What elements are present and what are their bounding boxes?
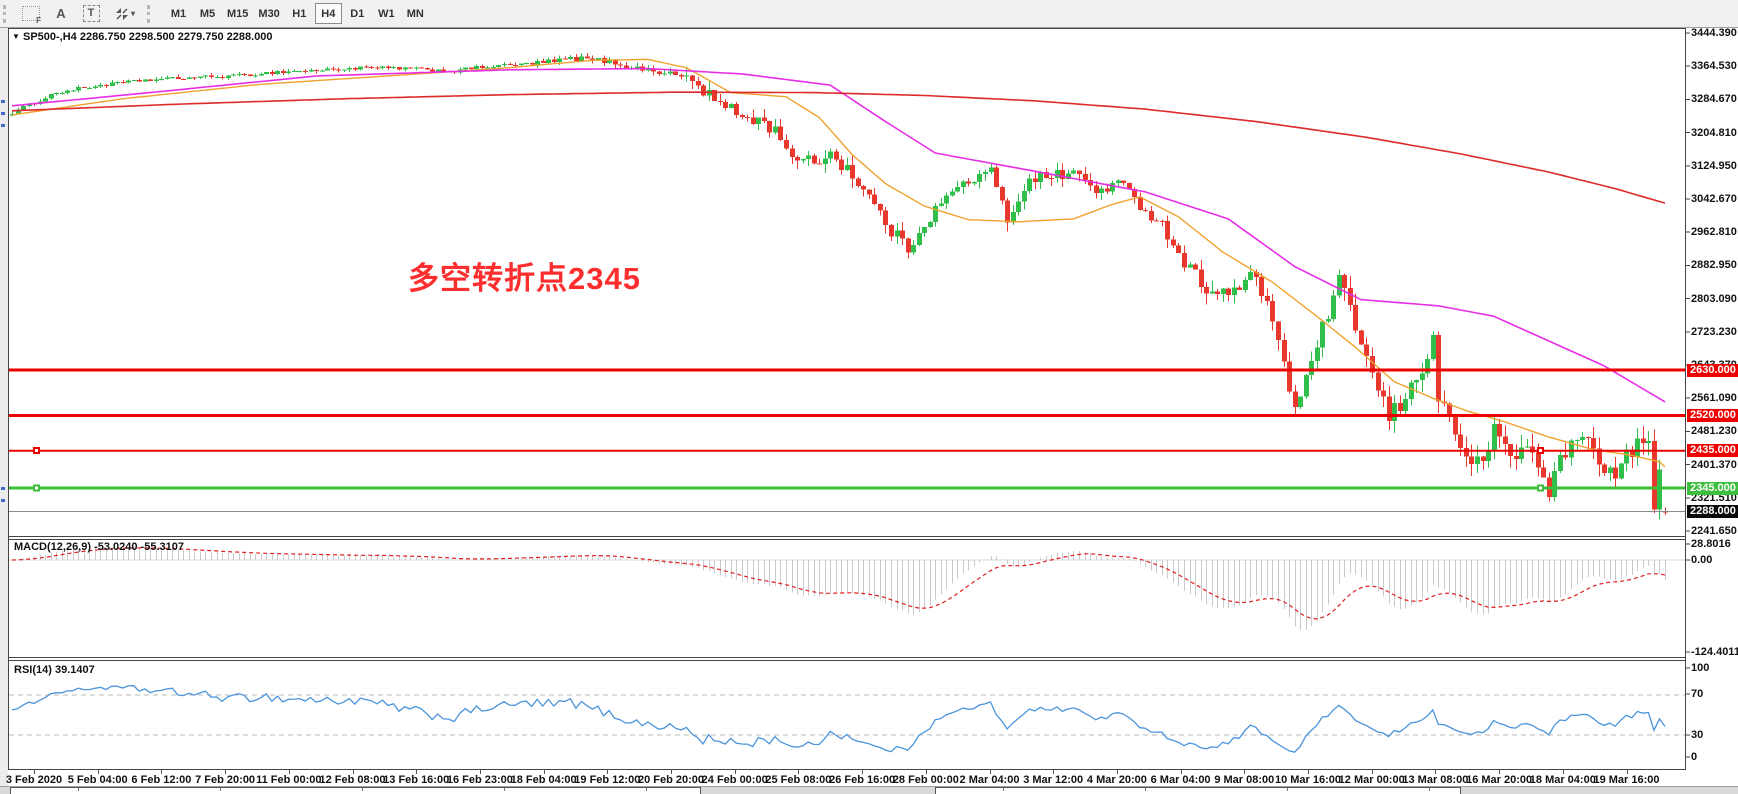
text-annotation[interactable]: 多空转折点2345	[408, 261, 641, 296]
time-axis-label: 18 Mar 04:00	[1529, 774, 1596, 786]
timeframe-button-w1[interactable]: W1	[373, 3, 400, 24]
time-axis-label: 4 Mar 20:00	[1086, 774, 1147, 786]
text-label-tool-icon[interactable]: A	[48, 3, 74, 25]
ohlc-values: 2286.750 2298.500 2279.750 2288.000	[79, 31, 273, 43]
time-axis-label: 18 Feb 04:00	[510, 774, 577, 786]
chart-ohlc-readout: ▼ SP500-,H4 2286.750 2298.500 2279.750 2…	[12, 31, 273, 43]
price-axis-label: 2882.950	[1691, 259, 1737, 272]
price-axis-label: 2962.810	[1691, 226, 1737, 239]
toolbar-grip[interactable]	[3, 4, 11, 23]
time-axis-label: 20 Feb 20:00	[637, 774, 705, 786]
rsi-axis-label: 0	[1691, 751, 1698, 763]
macd-indicator-label: MACD(12,26,9) -53.0240 -55.3107	[14, 541, 184, 553]
timeframe-toolbar: M1 M5 M15 M30 H1 H4 D1 W1 MN	[164, 3, 430, 24]
time-axis-label: 19 Mar 16:00	[1593, 774, 1660, 786]
price-axis-label: 2561.090	[1691, 392, 1737, 405]
level-price-box: 2630.000	[1687, 363, 1738, 377]
f-grid-tool-icon[interactable]: F	[18, 3, 44, 25]
rsi-axis-label: 70	[1691, 688, 1704, 700]
rsi-line	[11, 684, 1666, 753]
timeframe-button-m5[interactable]: M5	[194, 3, 221, 24]
timeframe-toolbar-grip[interactable]	[147, 4, 155, 23]
timeframe-button-mn[interactable]: MN	[402, 3, 429, 24]
toolbar: F A T ▾ M1 M5 M15 M30 H1 H4 D1 W1 MN	[0, 0, 1738, 28]
text-box-tool-icon[interactable]: T	[78, 3, 104, 25]
time-axis-label: 24 Feb 00:00	[701, 774, 768, 786]
time-axis-label: 6 Mar 04:00	[1150, 774, 1211, 786]
timeframe-button-d1[interactable]: D1	[344, 3, 371, 24]
level-price-box: 2520.000	[1687, 409, 1738, 423]
price-axis-label: 2241.650	[1691, 525, 1737, 537]
price-axis-label: 3364.530	[1691, 60, 1737, 73]
time-axis-label: 19 Feb 12:00	[574, 774, 641, 786]
timeframe-button-h1[interactable]: H1	[286, 3, 313, 24]
time-axis-label: 6 Feb 12:00	[131, 774, 192, 786]
macd-signal-line	[11, 547, 1666, 620]
time-axis-label: 25 Feb 08:00	[765, 774, 832, 786]
level-price-box: 2345.000	[1687, 481, 1738, 495]
rsi-indicator-label: RSI(14) 39.1407	[14, 664, 95, 676]
text-box-icon: T	[82, 5, 100, 22]
price-axis-label: 2401.370	[1691, 458, 1737, 471]
rsi-axis-label: 30	[1691, 729, 1704, 741]
time-axis-label: 11 Feb 00:00	[256, 774, 322, 786]
time-axis-label: 12 Feb 08:00	[319, 774, 386, 786]
background-window-1[interactable]	[10, 787, 701, 794]
time-axis-label: 26 Feb 16:00	[829, 774, 896, 786]
macd-axis-label: 0.00	[1691, 554, 1713, 566]
time-axis-label: 13 Feb 16:00	[383, 774, 450, 786]
price-axis-label: 2803.090	[1691, 292, 1737, 305]
ma-slow-line	[11, 91, 1666, 204]
time-axis-label: 3 Feb 2020	[5, 774, 63, 786]
timeframe-button-m15[interactable]: M15	[223, 3, 252, 24]
time-axis-label: 28 Feb 00:00	[892, 774, 959, 786]
timeframe-button-m1[interactable]: M1	[165, 3, 192, 24]
price-axis-label: 3124.950	[1691, 159, 1737, 172]
time-axis-label: 16 Mar 20:00	[1466, 774, 1533, 786]
price-axis-label: 3444.390	[1691, 27, 1737, 39]
time-axis-label: 13 Mar 08:00	[1402, 774, 1469, 786]
price-axis-label: 2723.230	[1691, 325, 1737, 338]
symbol-label: SP500-,H4	[22, 31, 77, 43]
dropdown-caret-icon: ▾	[130, 9, 135, 18]
macd-axis-label: -124.4011	[1691, 646, 1738, 658]
ma-mid-line	[11, 67, 1666, 403]
time-axis-label: 2 Mar 04:00	[959, 774, 1020, 786]
time-axis-label: 9 Mar 08:00	[1214, 774, 1275, 786]
time-axis-label: 7 Feb 20:00	[195, 774, 256, 786]
background-window-2[interactable]	[935, 787, 1461, 794]
letter-a-icon: A	[56, 6, 66, 21]
candlesticks	[10, 53, 1668, 520]
arrow-objects-tool-icon[interactable]: ▾	[108, 3, 142, 25]
time-axis-label: 10 Mar 16:00	[1274, 774, 1342, 786]
time-axis-label: 12 Mar 00:00	[1338, 774, 1405, 786]
rsi-axis-label: 100	[1691, 662, 1710, 674]
price-axis-label: 3204.810	[1691, 126, 1737, 139]
time-axis-label: 3 Mar 12:00	[1023, 774, 1084, 786]
price-axis-label: 2321.510	[1691, 491, 1737, 504]
macd-axis-label: 28.8016	[1691, 538, 1731, 550]
timeframe-button-h4[interactable]: H4	[314, 3, 342, 24]
price-axis-label: 3284.670	[1691, 93, 1737, 106]
current-price-box: 2288.000	[1687, 505, 1738, 519]
price-axis-label: 2481.230	[1691, 425, 1737, 438]
level-price-box: 2435.000	[1687, 444, 1738, 458]
ma-fast-line	[11, 58, 1666, 468]
grid-icon: F	[22, 6, 41, 25]
price-axis-label: 3042.670	[1691, 193, 1737, 205]
time-axis-label: 16 Feb 23:00	[446, 774, 513, 786]
collapse-triangle-icon[interactable]: ▼	[12, 32, 20, 41]
timeframe-button-m30[interactable]: M30	[254, 3, 283, 24]
time-axis-label: 5 Feb 04:00	[67, 774, 128, 786]
arrows-icon	[115, 7, 128, 20]
